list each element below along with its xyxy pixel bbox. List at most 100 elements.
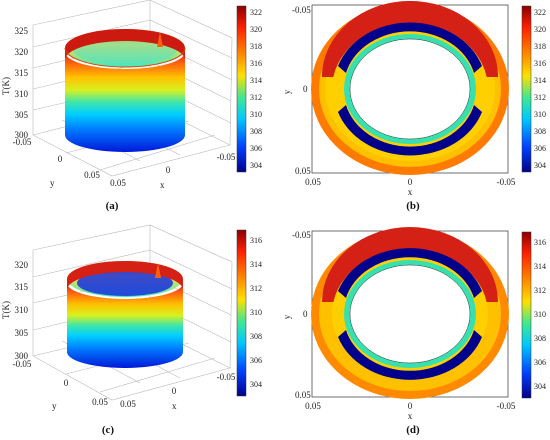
y-tick: 0.05	[295, 166, 311, 176]
x-ticks-a: 0.05 0 -0.05	[110, 152, 236, 188]
caption-a: (a)	[106, 200, 119, 212]
colorbar-tick: 310	[250, 308, 262, 317]
colorbar-tick: 316	[534, 238, 546, 247]
colorbar-tick: 320	[250, 25, 262, 34]
x-tick: -0.05	[497, 177, 516, 187]
colorbar-tick: 314	[534, 76, 546, 85]
y-label-b: y	[282, 89, 292, 94]
y-tick: 0.05	[84, 170, 100, 180]
panel-a: 325 320 315 310 305 300 T(K) -0.05 0 0.0…	[1, 0, 262, 212]
colorbar-tick: 308	[250, 332, 262, 341]
colorbar-tick: 306	[534, 358, 546, 367]
y-label-c: y	[52, 401, 57, 411]
z-tick: 320	[15, 260, 29, 270]
colorbar-ticks-c: 316 314 312 310 308 306 304	[250, 236, 262, 389]
z-tick: 315	[15, 68, 29, 78]
colorbar-tick: 314	[250, 76, 262, 85]
x-tick: 0.05	[120, 399, 136, 409]
x-ticks-b: 0.05 0 -0.05	[305, 177, 516, 187]
colorbar-d	[521, 231, 532, 399]
x-tick: -0.05	[497, 401, 516, 411]
panel-b: -0.05 0 0.05 y 0.05 0 -0.05 x 322 320 31…	[282, 1, 546, 212]
y-tick: 0.05	[92, 397, 108, 407]
x-label-d: x	[408, 411, 413, 421]
z-tick: 300	[15, 130, 29, 140]
x-tick: 0.05	[305, 401, 321, 411]
y-tick: -0.05	[292, 230, 311, 240]
x-tick: 0	[166, 165, 171, 175]
colorbar-tick: 306	[250, 356, 262, 365]
caption-c: (c)	[102, 424, 115, 436]
z-tick: 315	[15, 282, 29, 292]
y-tick: 0	[303, 309, 308, 319]
colorbar-ticks-d: 316 314 312 310 308 306 304	[534, 238, 546, 391]
colorbar-b	[521, 5, 532, 173]
x-tick: 0	[172, 386, 177, 396]
y-tick: 0	[303, 84, 308, 94]
z-tick: 305	[15, 110, 29, 120]
colorbar-ticks-b: 322 320 318 316 314 312 310 308 306 304	[534, 8, 546, 170]
colorbar-ticks-a: 322 320 318 316 314 312 310 308 306 304	[250, 8, 262, 170]
z-ticks-c: 320 315 310 305 300	[15, 260, 29, 361]
y-ticks-d: -0.05 0 0.05	[292, 230, 311, 400]
x-tick: 0.05	[305, 177, 321, 187]
y-ticks-a: -0.05 0 0.05	[13, 137, 101, 180]
cylinder-a	[64, 29, 186, 152]
colorbar-a	[236, 5, 247, 173]
colorbar-tick: 310	[250, 110, 262, 119]
colorbar-tick: 318	[250, 42, 262, 51]
colorbar-tick: 316	[534, 59, 546, 68]
colorbar-tick: 318	[534, 42, 546, 51]
x-tick: 0	[408, 177, 413, 187]
y-tick: 0	[64, 378, 69, 388]
y-label-a: y	[50, 178, 55, 188]
z-tick: 310	[15, 305, 29, 315]
ring-cold-top-d	[338, 248, 482, 298]
colorbar-tick: 316	[250, 236, 262, 245]
y-tick: -0.05	[292, 5, 311, 15]
y-ticks-c: -0.05 0 0.05	[13, 359, 109, 407]
x-label-b: x	[408, 187, 413, 197]
x-label-a: x	[160, 180, 165, 190]
x-tick: 0	[408, 401, 413, 411]
colorbar-tick: 314	[250, 260, 262, 269]
cylinder-c	[67, 261, 183, 368]
colorbar-tick: 310	[534, 310, 546, 319]
colorbar-tick: 322	[250, 8, 262, 17]
caption-d: (d)	[406, 424, 420, 436]
colorbar-tick: 312	[250, 93, 262, 102]
y-tick: 0.05	[295, 390, 311, 400]
panel-d: -0.05 0 0.05 y 0.05 0 -0.05 x 316 314 31…	[282, 227, 546, 436]
colorbar-tick: 314	[534, 262, 546, 271]
panel-c: 320 315 310 305 300 T(K) -0.05 0 0.05 y …	[1, 224, 262, 436]
ring-hole-d	[349, 264, 471, 364]
z-tick: 310	[15, 89, 29, 99]
z-label-a: T(K)	[1, 77, 11, 95]
colorbar-tick: 304	[250, 161, 262, 170]
z-tick: 325	[15, 26, 29, 36]
y-ticks-b: -0.05 0 0.05	[292, 5, 311, 176]
colorbar-tick: 308	[534, 334, 546, 343]
colorbar-tick: 304	[534, 161, 546, 170]
colorbar-tick: 320	[534, 25, 546, 34]
colorbar-c	[236, 229, 247, 397]
colorbar-tick: 308	[534, 127, 546, 136]
z-label-c: T(K)	[1, 301, 11, 319]
colorbar-tick: 312	[250, 284, 262, 293]
ring-cold-bottom-d	[338, 330, 482, 380]
y-tick: -0.05	[13, 359, 32, 369]
x-tick: 0.05	[110, 178, 126, 188]
colorbar-tick: 312	[534, 286, 546, 295]
ring-cold-top-b	[338, 22, 482, 73]
y-tick: -0.05	[13, 137, 32, 147]
z-tick: 300	[15, 351, 29, 361]
ring-hole-b	[349, 38, 471, 140]
colorbar-tick: 316	[250, 59, 262, 68]
colorbar-tick: 304	[534, 382, 546, 391]
x-tick: -0.05	[217, 372, 236, 382]
x-tick: -0.05	[217, 152, 236, 162]
z-tick: 320	[15, 47, 29, 57]
colorbar-tick: 310	[534, 110, 546, 119]
